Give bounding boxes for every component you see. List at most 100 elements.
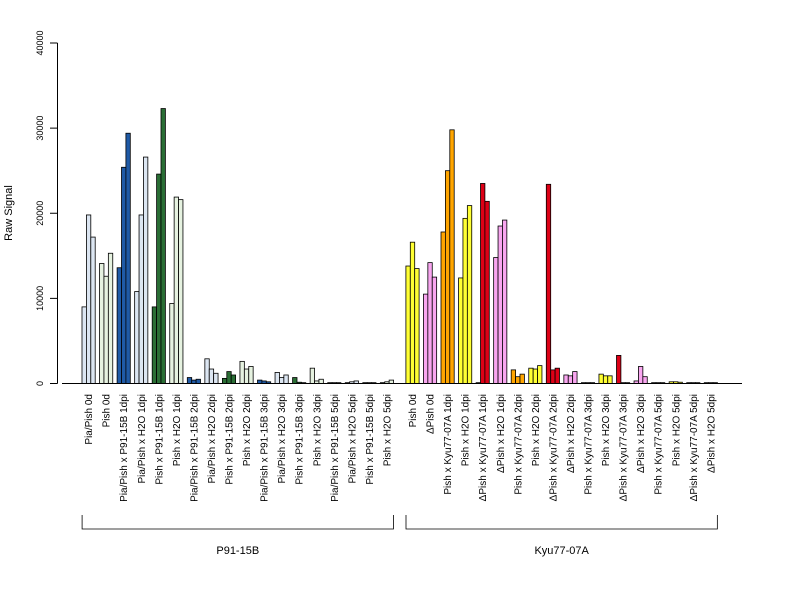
- bar: [528, 367, 534, 384]
- bar: [440, 231, 446, 384]
- x-tick-label: Pish x Kyu77-07A 2dpi: [513, 394, 524, 495]
- bar: [598, 373, 604, 384]
- bar: [462, 217, 468, 384]
- bar: [213, 372, 219, 384]
- bar: [642, 376, 648, 384]
- bar: [156, 173, 162, 384]
- y-tick-label: 10000: [35, 286, 45, 311]
- x-tick-label: Pish x H2O 2dpi: [531, 394, 542, 466]
- bar: [243, 368, 250, 384]
- bar: [121, 166, 127, 384]
- x-tick-label: Pish x H2O 1dpi: [461, 394, 472, 466]
- bar: [444, 170, 451, 384]
- group-bracket: [405, 515, 718, 530]
- bar: [230, 374, 236, 384]
- y-axis-label: Raw Signal: [3, 185, 15, 241]
- bar: [204, 358, 210, 384]
- bar: [510, 369, 517, 384]
- x-tick-label: Pish 0d: [408, 394, 419, 427]
- x-tick-label: Pish x H2O 5dpi: [671, 394, 682, 466]
- x-tick-label: ΔPish x Kyu77-07A 3dpi: [619, 394, 630, 501]
- bar: [221, 377, 228, 384]
- x-tick-label: Pish x H2O 3dpi: [312, 394, 323, 466]
- bar: [427, 262, 433, 384]
- bar: [134, 291, 140, 384]
- y-tick-label: 20000: [35, 201, 45, 226]
- bar: [563, 374, 569, 384]
- x-tick-label: Pia/Pish x P91-15B 1dpi: [119, 394, 130, 502]
- bar: [283, 374, 289, 384]
- bar: [616, 355, 622, 384]
- bar: [138, 214, 144, 384]
- y-tick-label: 30000: [35, 116, 45, 141]
- bar: [186, 377, 193, 384]
- x-tick-label: Pish 0d: [102, 394, 113, 427]
- x-tick-label: ΔPish 0d: [426, 394, 437, 434]
- bar: [178, 199, 184, 384]
- x-tick-label: ΔPish x Kyu77-07A 5dpi: [689, 394, 700, 501]
- bar: [458, 277, 464, 384]
- bar: [226, 371, 232, 384]
- y-tick-label: 40000: [35, 30, 45, 55]
- bar: [248, 366, 254, 384]
- x-tick-label: Pia/Pish x P91-15B 2dpi: [189, 394, 200, 502]
- bar: [567, 375, 574, 384]
- x-tick-label: Pish x P91-15B 1dpi: [154, 394, 165, 485]
- bar: [388, 379, 394, 384]
- group-label: Kyu77-07A: [534, 545, 589, 557]
- bar: [274, 372, 280, 384]
- bar: [309, 367, 315, 384]
- x-tick-label: Pia/Pish x H2O 3dpi: [277, 394, 288, 484]
- x-tick-label: ΔPish x H2O 3dpi: [636, 394, 647, 473]
- x-tick-label: ΔPish x H2O 5dpi: [706, 394, 717, 473]
- bar: [431, 276, 438, 384]
- x-tick-label: Pish x P91-15B 2dpi: [225, 394, 236, 485]
- bar: [116, 267, 122, 384]
- bar: [515, 376, 521, 384]
- bar: [493, 257, 499, 384]
- x-tick-label: Pish x H2O 2dpi: [242, 394, 253, 466]
- bar: [502, 219, 508, 384]
- bar: [208, 368, 215, 384]
- x-tick-label: Pish x P91-15B 3dpi: [295, 394, 306, 485]
- bar: [279, 377, 285, 384]
- bar: [545, 183, 552, 384]
- x-tick-label: Pish x H2O 3dpi: [601, 394, 612, 466]
- y-tick-label: 0: [35, 381, 45, 386]
- x-tick-labels: Pia/Pish 0d Pish 0d Pia/Pish x P91-15B 1dp…: [84, 394, 717, 502]
- bar: [151, 306, 157, 384]
- bar: [554, 367, 560, 384]
- bar: [602, 375, 609, 384]
- bar: [484, 200, 490, 384]
- x-tick-label: Pia/Pish x H2O 1dpi: [137, 394, 148, 484]
- bar: [257, 379, 263, 384]
- bar: [532, 368, 538, 384]
- x-tick-label: Pish x P91-15B 5dpi: [365, 394, 376, 485]
- x-tick-label: Pia/Pish x H2O 2dpi: [207, 394, 218, 484]
- bar: [125, 132, 131, 384]
- bar: [405, 265, 411, 384]
- x-tick-label: Pish x Kyu77-07A 1dpi: [443, 394, 454, 495]
- x-tick-label: Pish x Kyu77-07A 5dpi: [654, 394, 665, 495]
- bar: [173, 196, 179, 384]
- x-tick-label: Pia/Pish x P91-15B 5dpi: [330, 394, 341, 502]
- bar: [480, 183, 486, 384]
- bar: [292, 377, 298, 384]
- x-tick-label: ΔPish x H2O 1dpi: [496, 394, 507, 473]
- bar: [239, 360, 245, 384]
- bar: [607, 375, 613, 384]
- bar: [497, 225, 503, 384]
- bar: [537, 365, 543, 384]
- bar: [449, 129, 455, 384]
- bar: [423, 293, 429, 384]
- bar: [409, 241, 416, 384]
- bar: [169, 303, 175, 384]
- y-axis: 0 10000 20000 30000 40000: [35, 30, 58, 386]
- x-tick-label: Pish x H2O 5dpi: [382, 394, 393, 466]
- group-brackets: P91-15B Kyu77-07A: [81, 515, 718, 557]
- x-tick-label: ΔPish x H2O 2dpi: [566, 394, 577, 473]
- x-tick-label: ΔPish x Kyu77-07A 1dpi: [478, 394, 489, 501]
- bar: [519, 373, 525, 384]
